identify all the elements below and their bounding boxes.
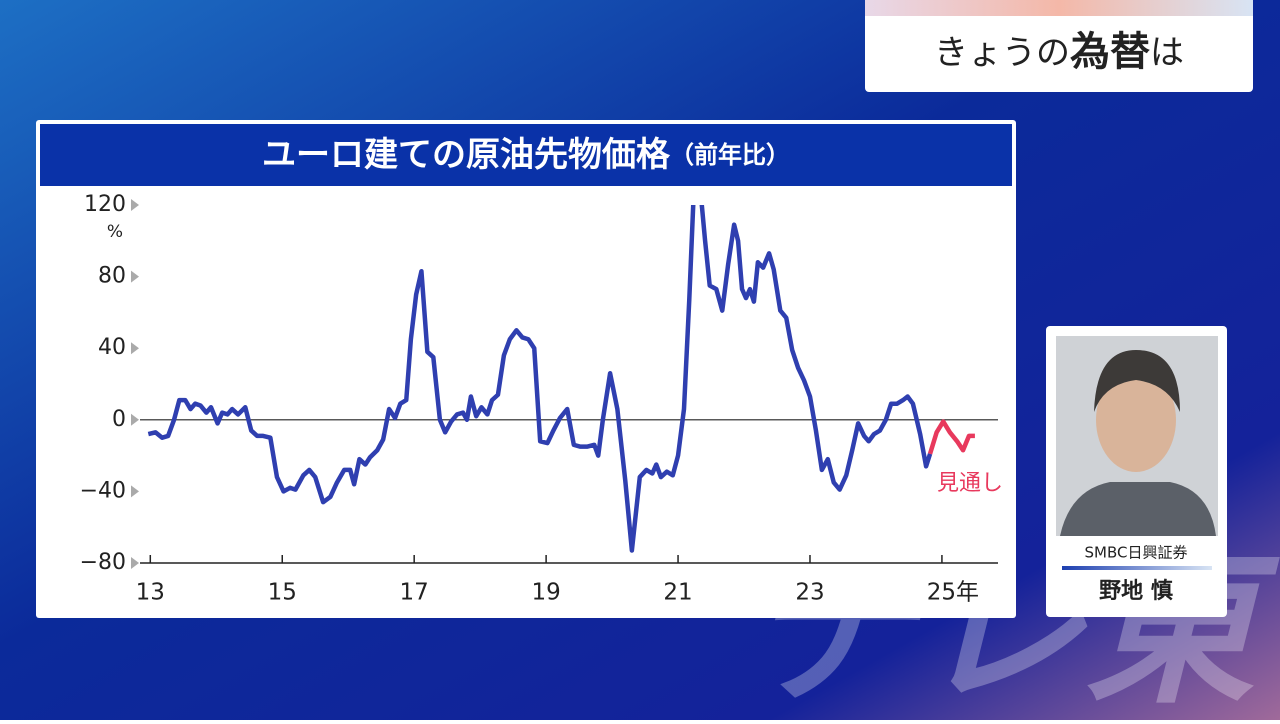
x-tick-label: 13 <box>136 580 165 606</box>
chart-title: ユーロ建ての原油先物価格（前年比） <box>262 135 790 175</box>
y-unit: % <box>107 222 123 242</box>
header-emphasis: 為替 <box>1070 29 1150 75</box>
x-tick-label: 23 <box>795 580 824 606</box>
presenter-rule <box>1062 566 1212 570</box>
series-line <box>927 419 975 455</box>
header-title: きょうの為替は <box>934 29 1184 75</box>
x-tick-label: 25年 <box>927 580 979 606</box>
chart-title-bar <box>40 124 1012 186</box>
header-box <box>865 0 1253 92</box>
y-tick-mark <box>131 413 139 426</box>
chart-panel <box>36 120 1016 618</box>
x-tick-label: 15 <box>268 580 297 606</box>
presenter-name: 野地 慎 <box>1099 579 1173 604</box>
y-tick-label: 120 <box>84 192 126 217</box>
title-text: ユーロ建ての原油先物価格 <box>262 135 671 175</box>
y-tick-label: 40 <box>98 335 126 360</box>
x-tick-label: 17 <box>400 580 429 606</box>
plot: −80 −40 0 40 80 120 13 15 17 19 21 23 25年 見通し <box>80 192 1003 606</box>
header-suffix: は <box>1150 33 1184 73</box>
header-prefix: きょうの <box>934 33 1070 73</box>
photo-face <box>1096 368 1176 472</box>
y-tick-mark <box>131 342 139 355</box>
x-tick-label: 19 <box>531 580 560 606</box>
series-line <box>147 205 933 553</box>
subtitle-text: （前年比） <box>670 141 790 169</box>
x-tick-label: 21 <box>663 580 692 606</box>
y-tick-label: 0 <box>112 407 126 432</box>
y-tick-label: 80 <box>98 264 126 289</box>
y-tick-label: −80 <box>80 550 126 575</box>
y-tick-mark <box>131 199 139 211</box>
header-strip <box>865 0 1253 16</box>
y-tick-label: −40 <box>80 478 126 503</box>
photo-suit <box>1060 482 1216 536</box>
y-tick-mark <box>131 270 139 283</box>
photo-hair <box>1094 350 1180 412</box>
series-annotation: 見通し <box>937 471 1003 496</box>
y-tick-mark <box>131 557 139 569</box>
y-tick-mark <box>131 485 139 498</box>
presenter-company: SMBC日興証券 <box>1085 544 1188 562</box>
